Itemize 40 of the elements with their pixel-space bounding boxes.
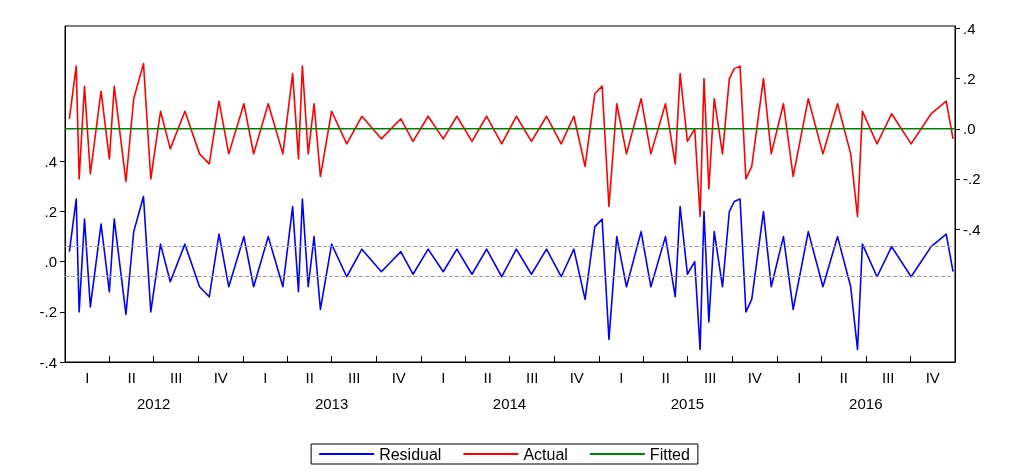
text: III [169,369,183,386]
y2-tick-label: -.4 [963,220,981,238]
legend-label: Residual [379,445,442,463]
legend-label: Actual [523,445,568,463]
text: III [525,369,539,386]
text: II [483,369,492,386]
y-tick-label: .4 [44,152,57,170]
line-series [68,195,954,351]
y2-tick-label: -.2 [963,170,981,188]
text: II [305,369,314,386]
legend-label: Fitted [649,445,690,463]
text: III [347,369,361,386]
text: II [839,369,848,386]
text: II [661,369,670,386]
text: III [881,369,895,386]
y2-tick-label: .2 [963,70,976,88]
y2-tick-label: .0 [963,120,976,138]
text: I [797,369,802,386]
y-tick-label: .2 [44,203,57,221]
x-tick-label: 2016 [849,395,883,412]
y-tick-label: -.2 [39,303,57,321]
y2-tick-label: .4 [963,20,976,38]
text: IV [213,369,228,386]
text: I [263,369,268,386]
y-tick-label: .0 [44,253,57,271]
x-tick-label: 2015 [670,395,705,412]
text: IV [569,369,584,386]
text: IV [925,369,940,386]
x-tick-label: 2014 [492,395,527,412]
text: IV [747,369,762,386]
line-series [68,62,954,218]
text: IV [391,369,406,386]
x-tick-label: 2013 [314,395,349,412]
text: III [703,369,717,386]
text: II [127,369,136,386]
x-tick-label: 2012 [137,395,171,412]
text: I [619,369,624,386]
text: I [85,369,90,386]
text: I [441,369,446,386]
y-tick-label: -.4 [39,353,57,371]
